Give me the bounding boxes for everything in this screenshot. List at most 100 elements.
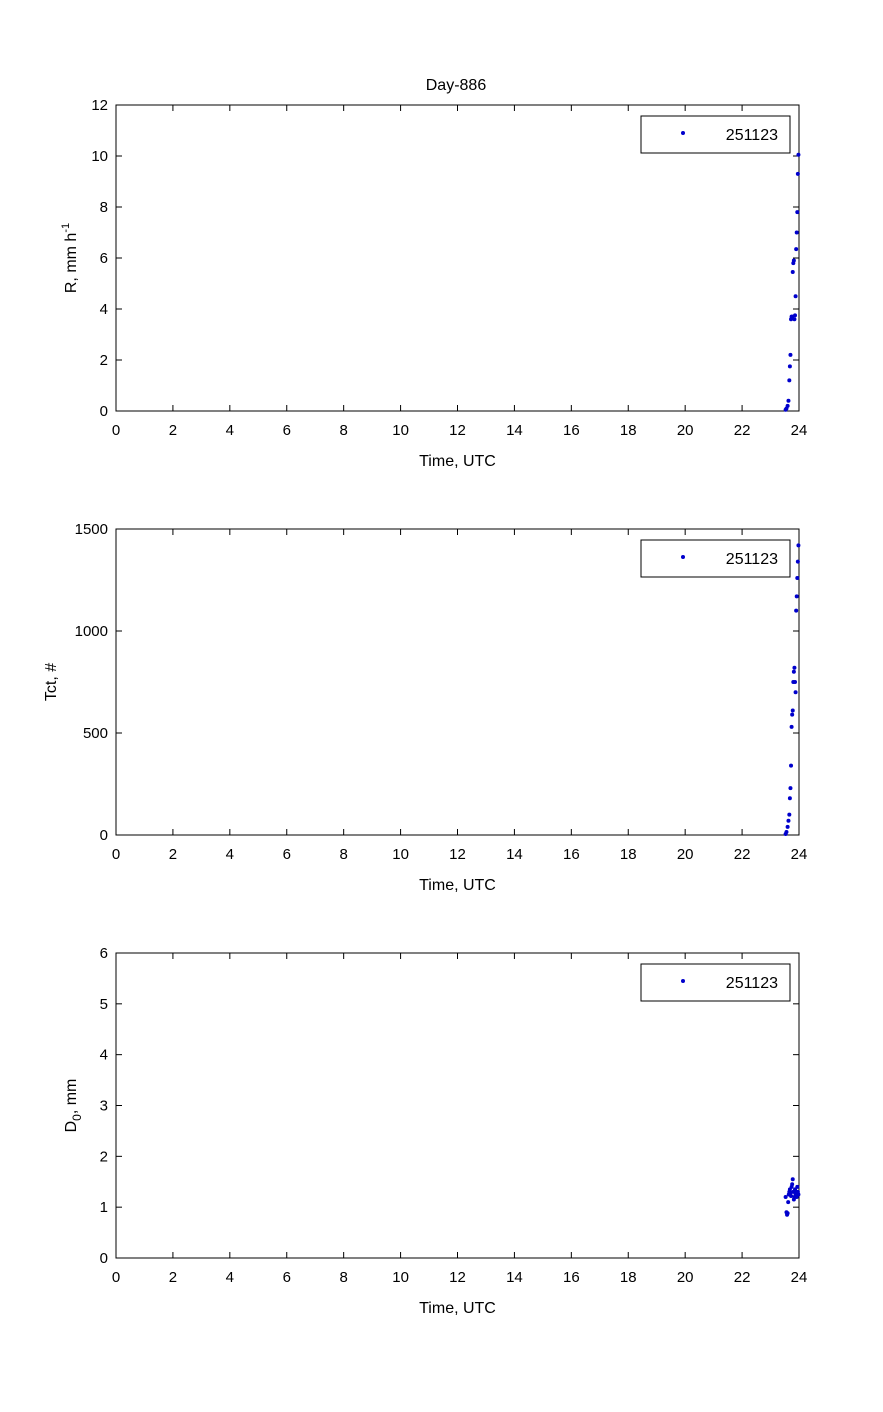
data-point — [785, 1211, 790, 1216]
y-tick-label: 2 — [100, 1148, 108, 1165]
y-tick-label: 2 — [100, 352, 108, 369]
y-axis-label: Tct, # — [43, 663, 60, 701]
data-point — [793, 294, 798, 299]
legend-marker — [681, 131, 685, 135]
data-point — [796, 152, 801, 157]
legend-box — [640, 115, 791, 154]
y-axis-label-text: Tct, # — [43, 663, 60, 701]
x-tick-label: 8 — [339, 1269, 347, 1286]
data-point — [785, 403, 790, 408]
x-tick-label: 4 — [226, 422, 234, 439]
data-point — [787, 364, 792, 369]
data-point — [789, 724, 794, 729]
data-point — [793, 680, 798, 684]
data-point — [790, 1177, 795, 1182]
x-tick-label: 6 — [283, 846, 291, 863]
y-axis-label: D0, mm — [63, 1079, 84, 1133]
data-point — [786, 398, 791, 403]
legend-box — [640, 963, 791, 1002]
y-tick-label: 4 — [100, 301, 108, 318]
y-tick-label: 4 — [100, 1047, 108, 1064]
x-tick-label: 20 — [677, 422, 694, 439]
x-axis-label: Time, UTC — [419, 877, 496, 894]
data-point — [789, 763, 794, 768]
x-tick-label: 0 — [112, 422, 120, 439]
x-tick-label: 2 — [169, 846, 177, 863]
data-point — [785, 824, 790, 829]
y-tick-label: 12 — [91, 97, 108, 114]
y-tick-label: 8 — [100, 199, 108, 216]
x-tick-label: 10 — [392, 846, 409, 863]
data-point — [795, 210, 800, 215]
y-tick-label: 1500 — [75, 521, 108, 538]
data-point — [792, 665, 797, 670]
data-point — [794, 608, 799, 613]
y-tick-label: 6 — [100, 945, 108, 962]
x-tick-label: 0 — [112, 1269, 120, 1286]
x-tick-label: 12 — [449, 846, 466, 863]
data-point — [794, 230, 799, 235]
legend-label: 251123 — [726, 127, 778, 144]
data-point — [793, 313, 798, 318]
x-tick-label: 18 — [620, 846, 637, 863]
data-point — [788, 786, 793, 791]
data-point — [787, 812, 792, 817]
y-tick-label: 1000 — [75, 623, 108, 640]
legend-marker — [681, 555, 685, 559]
data-point — [787, 796, 792, 801]
y-axis-label-text: R, mm h — [63, 233, 80, 293]
data-point — [795, 559, 800, 564]
y-tick-label: 1 — [100, 1199, 108, 1216]
data-point — [794, 247, 799, 252]
data-point — [794, 594, 799, 599]
x-tick-label: 14 — [506, 422, 523, 439]
x-tick-label: 12 — [449, 422, 466, 439]
data-point — [791, 669, 796, 674]
x-tick-label: 16 — [563, 1269, 580, 1286]
y-axis-label-subscript: 0 — [70, 1114, 84, 1121]
data-point — [796, 543, 801, 548]
x-tick-label: 6 — [283, 422, 291, 439]
y-axis-label-suffix: , mm — [63, 1079, 80, 1115]
y-tick-label: 0 — [100, 403, 108, 420]
data-point — [795, 171, 800, 176]
x-tick-label: 8 — [339, 846, 347, 863]
x-tick-label: 22 — [734, 1269, 751, 1286]
legend-label: 251123 — [726, 551, 778, 568]
x-tick-label: 10 — [392, 1269, 409, 1286]
y-tick-label: 10 — [91, 148, 108, 165]
data-point — [796, 1192, 801, 1197]
data-point — [789, 1193, 794, 1198]
data-point — [783, 1195, 788, 1199]
x-tick-label: 20 — [677, 1269, 694, 1286]
y-tick-label: 0 — [100, 827, 108, 844]
y-axis-label-superscript: -1 — [60, 223, 72, 233]
x-tick-label: 24 — [791, 1269, 808, 1286]
x-axis-label: Time, UTC — [419, 453, 496, 470]
x-tick-label: 0 — [112, 846, 120, 863]
x-tick-label: 8 — [339, 422, 347, 439]
data-point — [793, 690, 798, 695]
y-tick-label: 0 — [100, 1250, 108, 1267]
data-point — [792, 317, 797, 322]
figure-title: Day-886 — [426, 77, 487, 94]
y-tick-label: 3 — [100, 1098, 108, 1115]
data-point — [790, 270, 795, 275]
x-tick-label: 14 — [506, 846, 523, 863]
x-tick-label: 4 — [226, 1269, 234, 1286]
x-tick-label: 2 — [169, 422, 177, 439]
data-point — [786, 1200, 791, 1205]
data-point — [795, 1184, 800, 1189]
data-point — [790, 708, 795, 713]
x-tick-label: 10 — [392, 422, 409, 439]
data-point — [788, 352, 793, 357]
legend-box — [640, 539, 791, 578]
x-tick-label: 22 — [734, 846, 751, 863]
axes-box — [115, 528, 800, 836]
x-tick-label: 22 — [734, 422, 751, 439]
x-tick-label: 16 — [563, 422, 580, 439]
data-point — [790, 712, 795, 717]
x-tick-label: 24 — [791, 422, 808, 439]
